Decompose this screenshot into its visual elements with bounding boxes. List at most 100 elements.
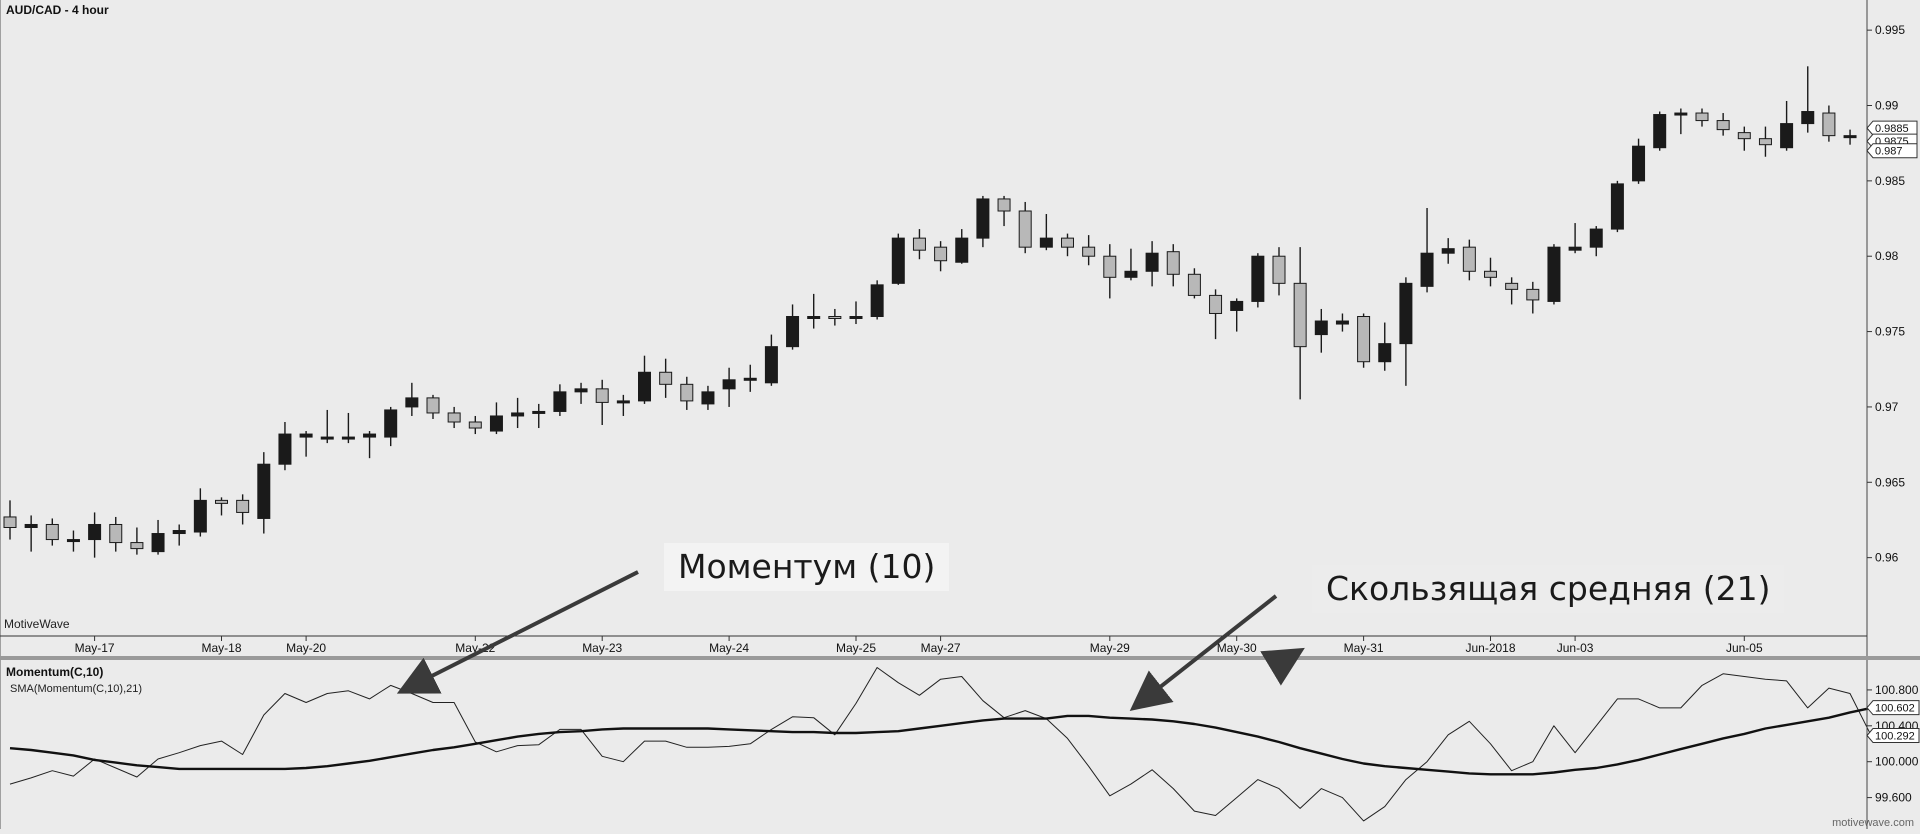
candle-body — [1187, 273, 1201, 296]
candle-body — [45, 523, 59, 541]
candle-body — [786, 316, 800, 348]
candle — [638, 355, 651, 404]
candle-body — [1314, 320, 1328, 336]
candle — [1589, 226, 1603, 257]
candle-body — [934, 246, 948, 262]
candle — [680, 376, 694, 410]
candle-body — [489, 415, 503, 432]
candle-body — [1801, 111, 1815, 125]
candle — [1462, 239, 1476, 281]
momentum-tick-label: 100.800 — [1875, 683, 1919, 697]
candle-body — [1547, 246, 1561, 302]
candle — [1293, 247, 1307, 400]
candle — [45, 518, 59, 546]
momentum-value-box — [1866, 700, 1920, 716]
candle-body — [1484, 270, 1497, 278]
candle — [1124, 248, 1138, 281]
time-tick-label: May-20 — [286, 641, 326, 655]
candle — [1209, 289, 1223, 340]
candle-body — [363, 433, 377, 438]
candle-body — [1737, 132, 1751, 140]
candle — [659, 358, 673, 398]
time-tick-label: May-27 — [921, 641, 961, 655]
candle — [1357, 313, 1371, 368]
candle — [3, 500, 17, 540]
brand-label: MotiveWave — [4, 617, 70, 631]
candle-body — [1124, 270, 1138, 278]
candle — [553, 384, 567, 416]
candle-body — [997, 198, 1011, 212]
candle — [1039, 214, 1053, 251]
candle-body — [807, 316, 821, 319]
momentum-value-label: 100.602 — [1875, 703, 1915, 715]
candle — [1484, 257, 1497, 287]
candle — [1843, 129, 1857, 145]
candle — [870, 280, 884, 320]
candle-body — [1251, 255, 1265, 302]
candle-body — [1505, 282, 1519, 290]
candle-body — [1568, 246, 1582, 251]
candle — [532, 403, 546, 429]
time-tick-label: May-18 — [201, 641, 241, 655]
candle-body — [1357, 316, 1371, 363]
candle — [1610, 180, 1624, 233]
candle — [934, 241, 948, 272]
candle-body — [574, 388, 588, 393]
candle-body — [1061, 237, 1074, 248]
candle — [1780, 100, 1794, 151]
indicator-subtitle: SMA(Momentum(C,10),21) — [10, 683, 142, 695]
candle — [1018, 201, 1032, 254]
candle-body — [1780, 123, 1794, 149]
time-tick-label: May-31 — [1344, 641, 1384, 655]
candle — [1230, 298, 1244, 332]
candle — [722, 367, 736, 407]
candle-body — [1399, 282, 1413, 345]
candle — [743, 364, 757, 392]
candle-body — [384, 409, 398, 438]
candle-body — [1166, 251, 1180, 275]
candle — [193, 488, 207, 537]
candle — [1420, 207, 1434, 293]
candle — [1399, 277, 1413, 386]
candle — [912, 229, 926, 260]
candle — [1251, 253, 1265, 308]
candle-body — [870, 284, 884, 318]
candle — [426, 394, 440, 419]
candle — [299, 431, 313, 457]
price-value-label: 0.9885 — [1875, 123, 1909, 135]
candle-body — [976, 198, 990, 239]
candle-body — [1462, 246, 1476, 272]
candle-body — [215, 499, 228, 504]
candle — [1716, 113, 1730, 136]
momentum-value-box — [1866, 728, 1920, 744]
candle — [215, 497, 228, 516]
candle — [701, 385, 715, 410]
price-tick-label: 0.995 — [1875, 23, 1905, 37]
candle-body — [341, 436, 355, 440]
candle-body — [66, 539, 80, 543]
sma-line — [9, 706, 1872, 776]
candle — [764, 334, 778, 386]
small-arrow — [1260, 647, 1305, 686]
candle — [1082, 235, 1096, 266]
time-tick-label: May-23 — [582, 641, 622, 655]
candle — [1103, 244, 1117, 299]
candle — [1822, 105, 1836, 142]
candle — [595, 379, 609, 426]
candle-body — [1335, 320, 1349, 325]
candle — [405, 382, 419, 416]
candle — [172, 524, 186, 546]
candle — [807, 293, 821, 329]
time-tick-label: Jun-03 — [1557, 641, 1594, 655]
candle-body — [405, 397, 419, 408]
time-tick-label: May-29 — [1090, 641, 1130, 655]
candle — [278, 422, 292, 471]
candle — [384, 406, 398, 447]
candle — [1737, 126, 1751, 151]
candle — [976, 195, 990, 248]
candle-body — [849, 316, 863, 319]
candle-body — [1209, 294, 1223, 314]
candle — [997, 195, 1011, 227]
